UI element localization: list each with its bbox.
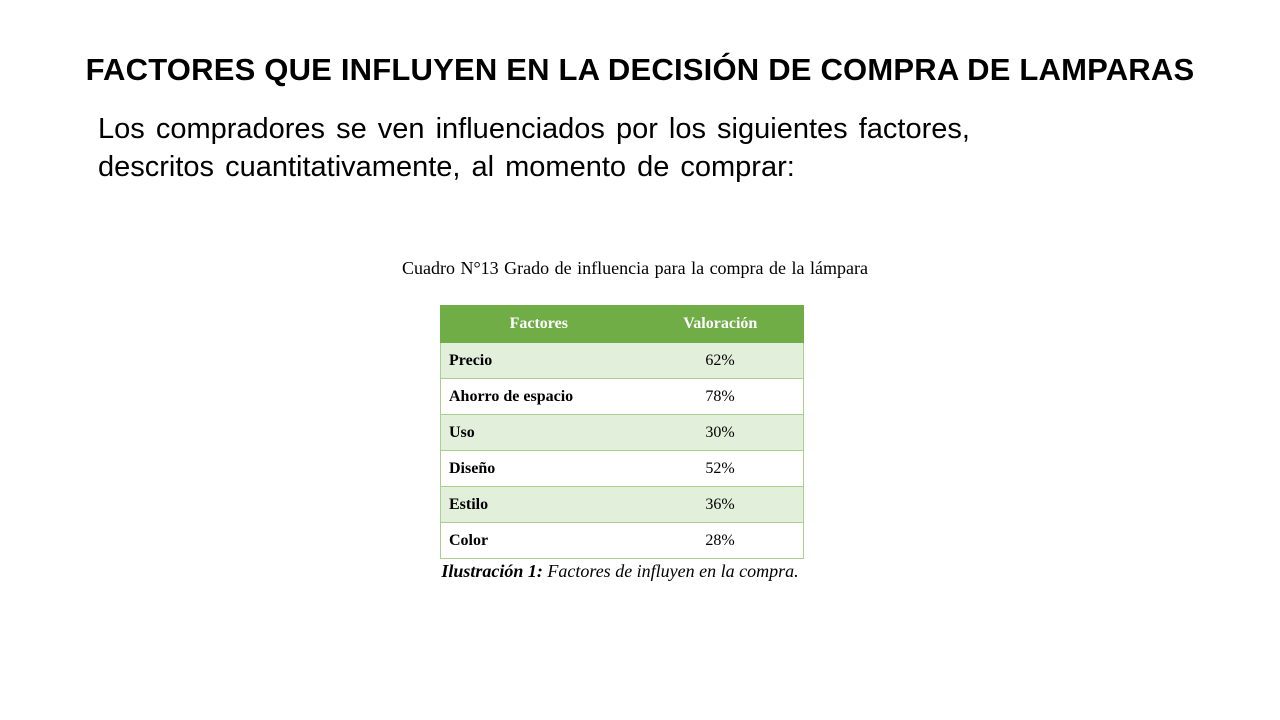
factor-cell: Uso xyxy=(440,414,637,451)
header-factores: Factores xyxy=(440,305,638,343)
slide-body-text: Los compradores se ven influenciados por… xyxy=(98,110,1198,186)
factor-cell: Estilo xyxy=(440,486,637,523)
table-caption: Cuadro N°13 Grado de influencia para la … xyxy=(401,258,868,278)
figure-text: Factores de influyen en la compra. xyxy=(547,561,799,581)
body-line-2: descritos cuantitativamente, al momento … xyxy=(98,151,795,183)
table-row: Uso 30% xyxy=(440,414,804,451)
table-row: Precio 62% xyxy=(440,342,804,379)
value-cell: 52% xyxy=(637,450,804,487)
body-line-1: Los compradores se ven influenciados por… xyxy=(98,113,970,145)
value-cell: 36% xyxy=(637,486,804,523)
table-row: Diseño 52% xyxy=(440,450,804,487)
table-row: Estilo 36% xyxy=(440,486,804,523)
value-cell: 30% xyxy=(637,414,804,451)
value-cell: 78% xyxy=(637,378,804,415)
table-row: Color 28% xyxy=(440,522,804,559)
factors-table: Factores Valoración Precio 62% Ahorro de… xyxy=(440,305,804,559)
value-cell: 62% xyxy=(637,342,804,379)
value-cell: 28% xyxy=(637,522,804,559)
factor-cell: Ahorro de espacio xyxy=(440,378,637,415)
figure-caption: Ilustración 1: Factores de influyen en l… xyxy=(330,561,910,582)
factor-cell: Diseño xyxy=(440,450,637,487)
figure-label: Ilustración 1: xyxy=(441,561,543,581)
table-row: Ahorro de espacio 78% xyxy=(440,378,804,415)
factor-cell: Color xyxy=(440,522,637,559)
header-valoracion: Valoración xyxy=(636,305,804,343)
factor-cell: Precio xyxy=(440,342,637,379)
slide-title: FACTORES QUE INFLUYEN EN LA DECISIÓN DE … xyxy=(85,52,1195,87)
table-header-row: Factores Valoración xyxy=(440,305,804,343)
